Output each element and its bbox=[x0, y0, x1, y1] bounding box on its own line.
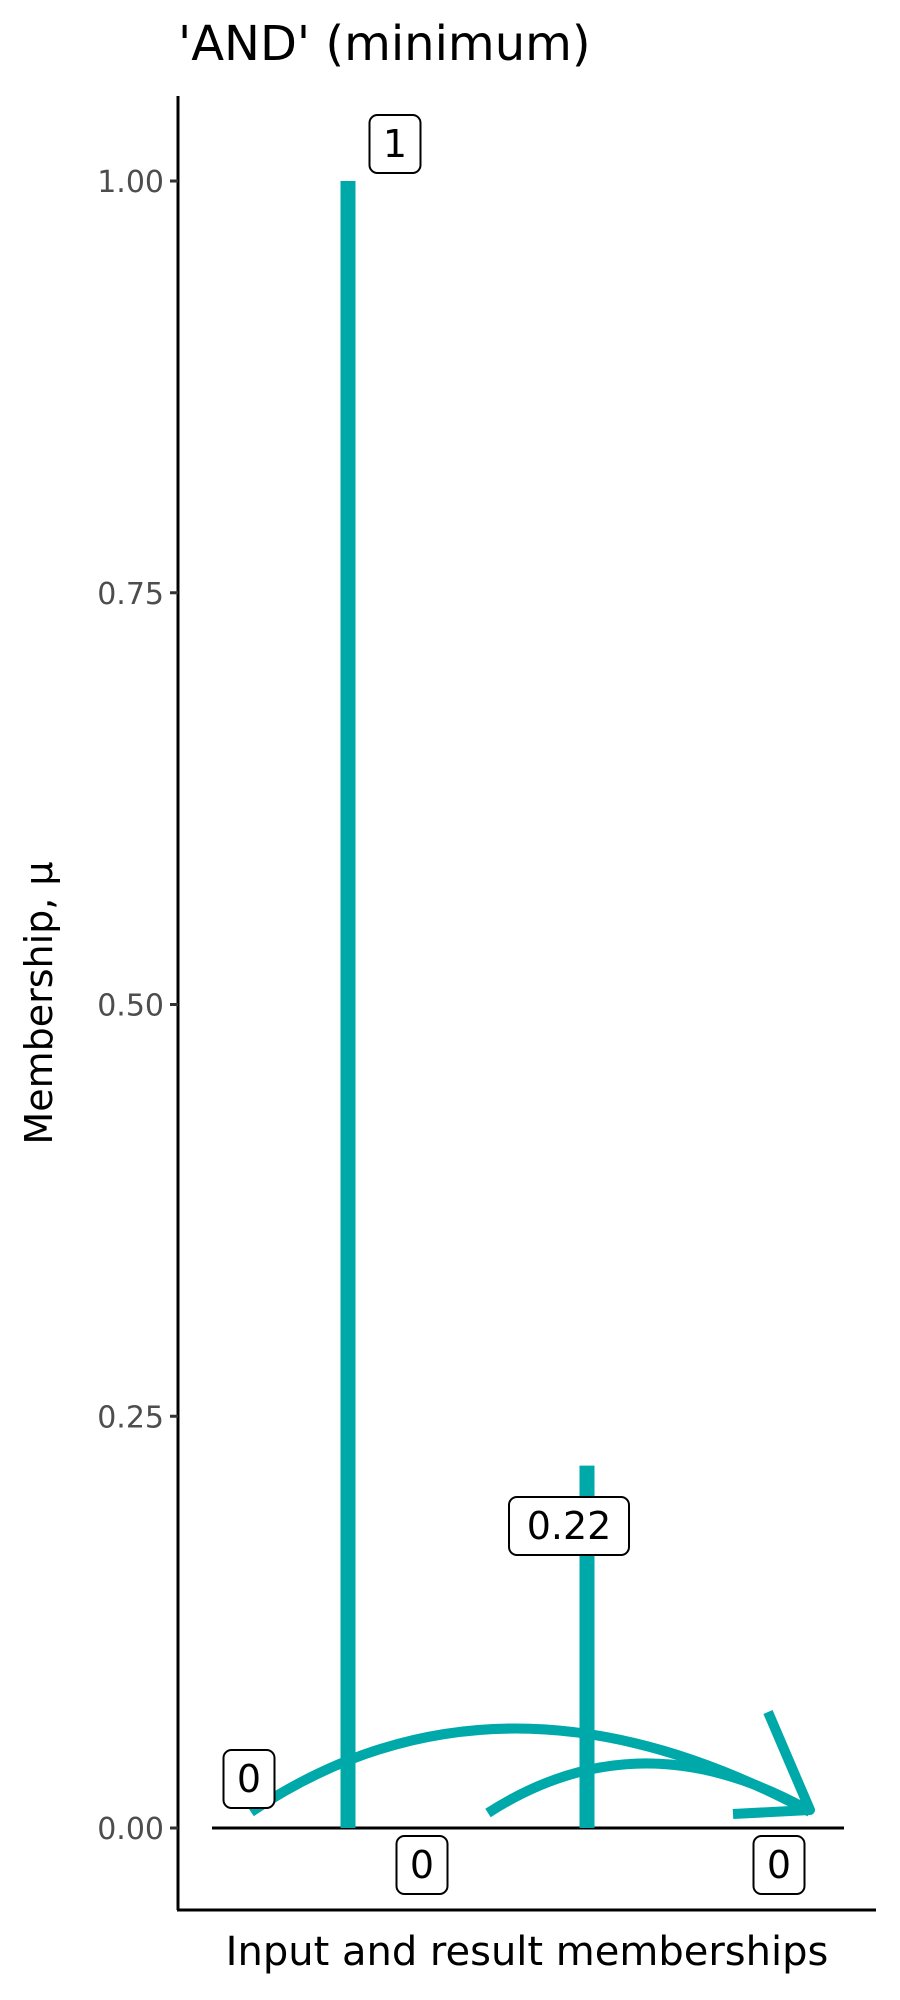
arrow-head bbox=[732, 1710, 815, 1819]
y-tick-label: 0.00 bbox=[97, 1812, 164, 1847]
data-label: 0 bbox=[752, 1835, 806, 1895]
y-axis-label: Membership, μ bbox=[17, 861, 61, 1144]
svg-text:1: 1 bbox=[383, 122, 407, 166]
y-tick-label: 0.50 bbox=[97, 989, 164, 1024]
data-label: 0.22 bbox=[508, 1496, 630, 1556]
chart-title: 'AND' (minimum) bbox=[178, 16, 591, 72]
data-label: 0 bbox=[222, 1749, 276, 1809]
y-tick-label: 0.75 bbox=[97, 577, 164, 612]
svg-text:0: 0 bbox=[410, 1843, 434, 1887]
svg-text:0.22: 0.22 bbox=[527, 1504, 612, 1548]
svg-text:0: 0 bbox=[767, 1843, 791, 1887]
data-label: 1 bbox=[368, 114, 422, 174]
y-tick-label: 1.00 bbox=[97, 165, 164, 200]
arrow-curve-2 bbox=[485, 1758, 813, 1818]
data-label: 0 bbox=[395, 1835, 449, 1895]
svg-text:0: 0 bbox=[237, 1757, 261, 1801]
x-axis-label: Input and result memberships bbox=[226, 1929, 829, 1975]
y-tick-label: 0.25 bbox=[97, 1400, 164, 1435]
